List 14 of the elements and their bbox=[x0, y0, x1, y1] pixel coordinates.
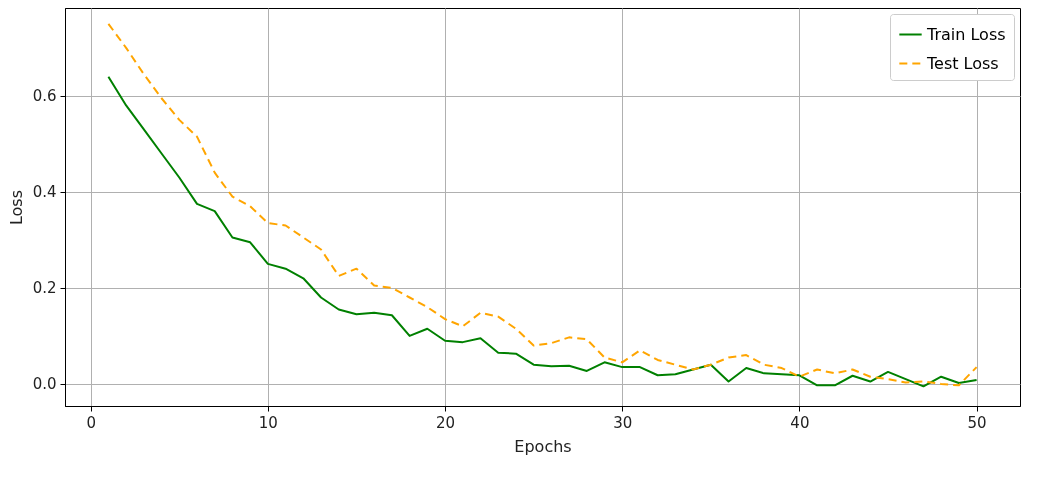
x-tick-label: 20 bbox=[436, 413, 456, 432]
y-tick-label: 0.0 bbox=[32, 375, 57, 394]
y-tick-label: 0.2 bbox=[32, 279, 57, 298]
x-tick-label: 10 bbox=[258, 413, 278, 432]
x-axis-title: Epochs bbox=[514, 436, 572, 456]
legend-label: Train Loss bbox=[926, 24, 1006, 44]
x-tick-label: 30 bbox=[613, 413, 633, 432]
y-axis-title: Loss bbox=[6, 189, 26, 226]
x-tick-label: 0 bbox=[86, 413, 96, 432]
y-tick-label: 0.4 bbox=[32, 183, 57, 202]
legend-label: Test Loss bbox=[926, 53, 999, 73]
x-tick-label: 50 bbox=[967, 413, 987, 432]
y-tick-label: 0.6 bbox=[32, 87, 57, 106]
x-tick-label: 40 bbox=[790, 413, 810, 432]
